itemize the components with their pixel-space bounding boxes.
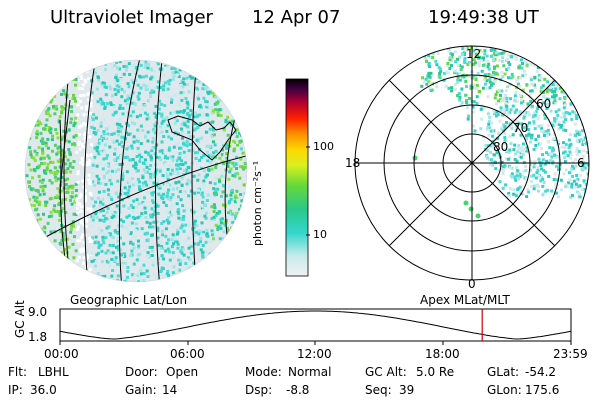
status-glat-label: GLat: (487, 365, 520, 379)
status-glon-value: 175.6 (525, 383, 560, 397)
lat-label-80: 80 (493, 140, 509, 154)
xtick-1200: 12:00 (297, 347, 332, 361)
colorbar-tick-10: 10 (313, 228, 327, 241)
lat-label-60: 60 (536, 97, 552, 111)
status-seq-label: Seq: (365, 383, 392, 397)
right-panel-caption: Apex MLat/MLT (420, 293, 510, 307)
left-coastline (59, 99, 237, 271)
status-dsp-value: -8.8 (286, 383, 310, 397)
instrument-title: Ultraviolet Imager (50, 7, 213, 28)
status-mode-value: Normal (288, 365, 332, 379)
mlt-label-12: 12 (466, 47, 482, 61)
mlt-label-0: 0 (468, 277, 476, 291)
xtick-0600: 06:00 (170, 347, 205, 361)
mlt-label-18: 18 (345, 156, 361, 170)
xtick-1800: 18:00 (425, 347, 460, 361)
colorbar (285, 78, 309, 277)
status-gcalt-value: 5.0 Re (416, 365, 455, 379)
colorbar-tick-100: 100 (313, 140, 334, 153)
status-seq-value: 39 (399, 383, 415, 397)
date-label: 12 Apr 07 (252, 7, 341, 28)
status-mode-label: Mode: (245, 365, 282, 379)
status-gcalt-label: GC Alt: (365, 365, 407, 379)
geographic-map-panel (25, 60, 247, 282)
lat-label-70: 70 (513, 121, 529, 135)
xtick-2359: 23:59 (553, 347, 588, 361)
status-ip-value: 36.0 (30, 383, 57, 397)
status-glat-value: -54.2 (525, 365, 557, 379)
colorbar-unit-label: photon cm⁻²s⁻¹ (251, 160, 264, 246)
status-door-label: Door: (125, 365, 158, 379)
status-flt-value: LBHL (38, 365, 69, 379)
polar-grid (354, 45, 590, 281)
status-dsp-label: Dsp: (245, 383, 273, 397)
polar-plot-panel (354, 45, 590, 281)
colorbar-ticks (306, 146, 310, 236)
time-label: 19:49:38 UT (428, 7, 539, 28)
status-flt-label: Flt: (8, 365, 27, 379)
altitude-ylabel: GC Alt (13, 300, 27, 338)
xtick-0000: 00:00 (44, 347, 79, 361)
status-gain-label: Gain: (125, 383, 157, 397)
altitude-ymax: 9.0 (28, 305, 48, 319)
left-panel-caption: Geographic Lat/Lon (70, 293, 188, 307)
mlt-label-6: 6 (577, 156, 585, 170)
altitude-plot (59, 308, 572, 345)
status-ip-label: IP: (8, 383, 23, 397)
status-gain-value: 14 (162, 383, 178, 397)
status-glon-label: GLon: (487, 383, 522, 397)
altitude-ymin: 1.8 (28, 330, 48, 344)
status-door-value: Open (166, 365, 199, 379)
